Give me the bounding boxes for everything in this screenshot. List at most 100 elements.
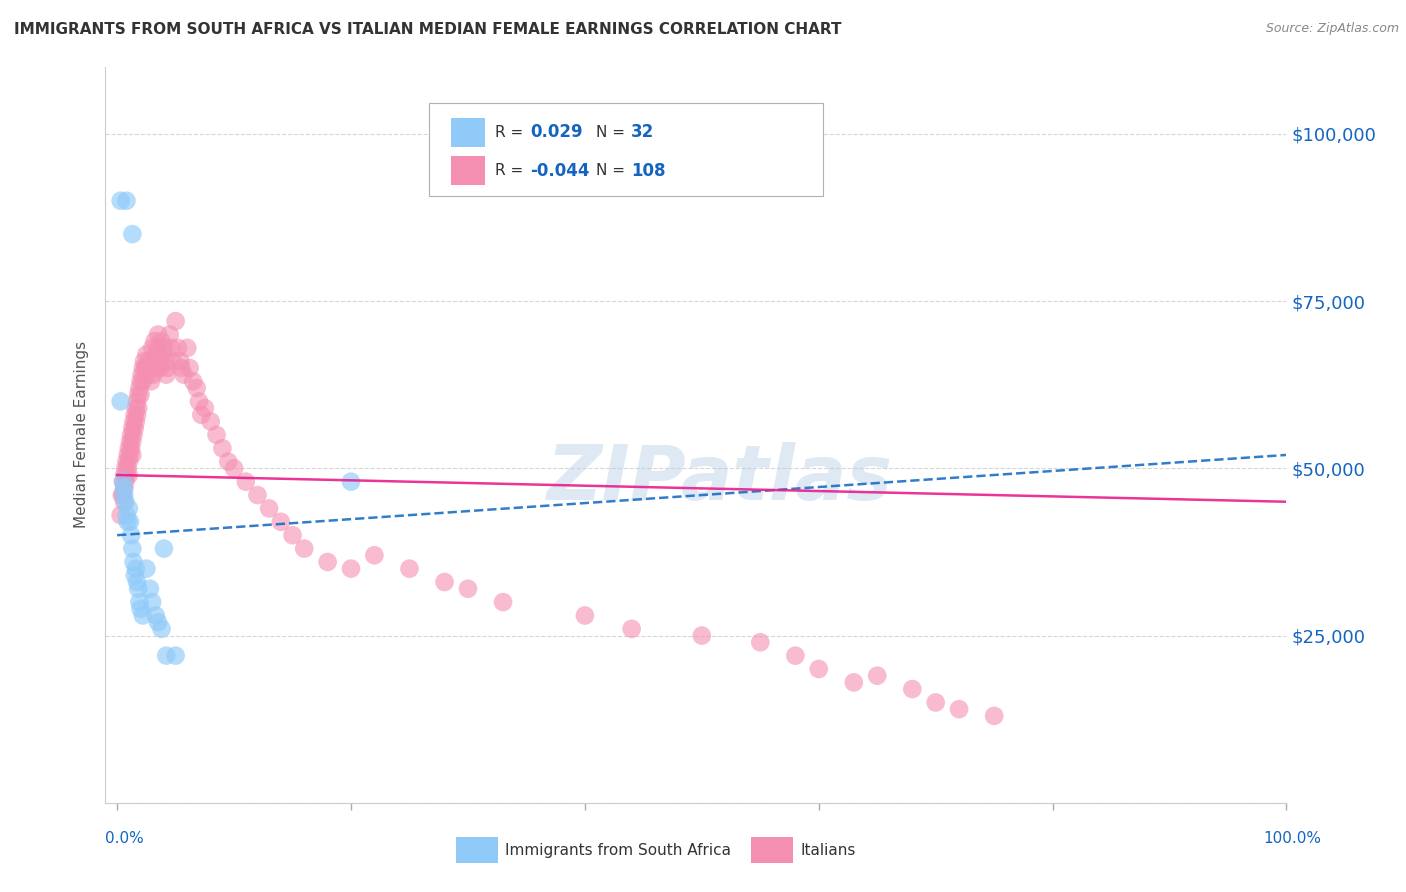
Point xyxy=(690,628,713,642)
Point xyxy=(136,368,159,382)
Point xyxy=(316,555,339,569)
Text: Immigrants from South Africa: Immigrants from South Africa xyxy=(505,843,731,857)
Point xyxy=(200,414,222,428)
Point xyxy=(281,528,304,542)
Point xyxy=(398,562,420,576)
Point xyxy=(121,448,143,462)
Point xyxy=(146,615,169,630)
Text: N =: N = xyxy=(596,125,630,140)
Text: 108: 108 xyxy=(631,161,666,179)
Point xyxy=(141,341,163,355)
Point xyxy=(146,341,169,355)
Point xyxy=(149,361,172,376)
Point xyxy=(222,461,245,475)
Point xyxy=(122,427,145,442)
Text: 0.029: 0.029 xyxy=(530,123,582,142)
Point xyxy=(145,608,167,623)
Point xyxy=(131,368,153,382)
Point xyxy=(948,702,970,716)
Point xyxy=(121,227,143,241)
Point xyxy=(257,501,280,516)
Point xyxy=(173,368,195,382)
Point xyxy=(135,361,157,376)
Point xyxy=(141,595,163,609)
Point xyxy=(127,387,149,401)
Point xyxy=(132,354,155,368)
Point xyxy=(169,354,191,368)
Point xyxy=(842,675,865,690)
Point xyxy=(132,361,155,376)
Point xyxy=(181,375,204,389)
Point xyxy=(115,194,138,208)
Point xyxy=(145,348,167,362)
Point xyxy=(125,408,148,422)
Point xyxy=(122,555,145,569)
Point xyxy=(866,669,889,683)
Point xyxy=(194,401,217,416)
Point xyxy=(139,375,162,389)
Point xyxy=(457,582,479,596)
Point xyxy=(128,381,150,395)
Point xyxy=(118,434,141,449)
Point xyxy=(156,361,179,376)
Point xyxy=(924,696,946,710)
Text: -0.044: -0.044 xyxy=(530,161,589,179)
Point xyxy=(115,454,138,469)
Point xyxy=(148,354,170,368)
Point xyxy=(115,508,138,523)
Point xyxy=(118,501,141,516)
Point xyxy=(121,434,143,449)
Point xyxy=(112,467,135,482)
Point xyxy=(340,475,363,489)
Point xyxy=(179,361,201,376)
Text: 0.0%: 0.0% xyxy=(105,831,145,846)
Point xyxy=(142,368,165,382)
Text: IMMIGRANTS FROM SOUTH AFRICA VS ITALIAN MEDIAN FEMALE EARNINGS CORRELATION CHART: IMMIGRANTS FROM SOUTH AFRICA VS ITALIAN … xyxy=(14,22,842,37)
Point xyxy=(186,381,208,395)
Point xyxy=(160,341,183,355)
Point xyxy=(117,448,139,462)
Point xyxy=(574,608,596,623)
Point xyxy=(112,488,135,502)
Point xyxy=(135,562,157,576)
Point xyxy=(118,448,141,462)
Point xyxy=(118,441,141,455)
Text: R =: R = xyxy=(495,163,529,178)
Point xyxy=(127,582,149,596)
Point xyxy=(129,602,152,616)
Point xyxy=(118,515,141,529)
Point xyxy=(363,548,385,563)
Point xyxy=(125,575,148,590)
Point xyxy=(118,454,141,469)
Point xyxy=(190,408,212,422)
Point xyxy=(246,488,269,502)
Point xyxy=(112,482,135,496)
Point xyxy=(153,354,176,368)
Point xyxy=(128,595,150,609)
Point xyxy=(150,334,173,348)
Point xyxy=(146,361,169,376)
Point xyxy=(125,414,148,428)
Point xyxy=(155,368,177,382)
Point xyxy=(124,568,146,582)
Text: R =: R = xyxy=(495,125,529,140)
Point xyxy=(132,375,155,389)
Text: Source: ZipAtlas.com: Source: ZipAtlas.com xyxy=(1265,22,1399,36)
Point xyxy=(807,662,830,676)
Point xyxy=(129,387,152,401)
Point xyxy=(121,541,143,556)
Point xyxy=(785,648,807,663)
Point xyxy=(153,541,176,556)
Point xyxy=(122,414,145,428)
Point xyxy=(176,341,198,355)
Point xyxy=(139,361,162,376)
Point xyxy=(139,582,162,596)
Point xyxy=(127,401,149,416)
Point xyxy=(117,515,139,529)
Point xyxy=(143,334,166,348)
Point xyxy=(120,528,142,542)
Point xyxy=(117,461,139,475)
Point xyxy=(162,354,184,368)
Point xyxy=(115,467,138,482)
Point xyxy=(983,708,1005,723)
